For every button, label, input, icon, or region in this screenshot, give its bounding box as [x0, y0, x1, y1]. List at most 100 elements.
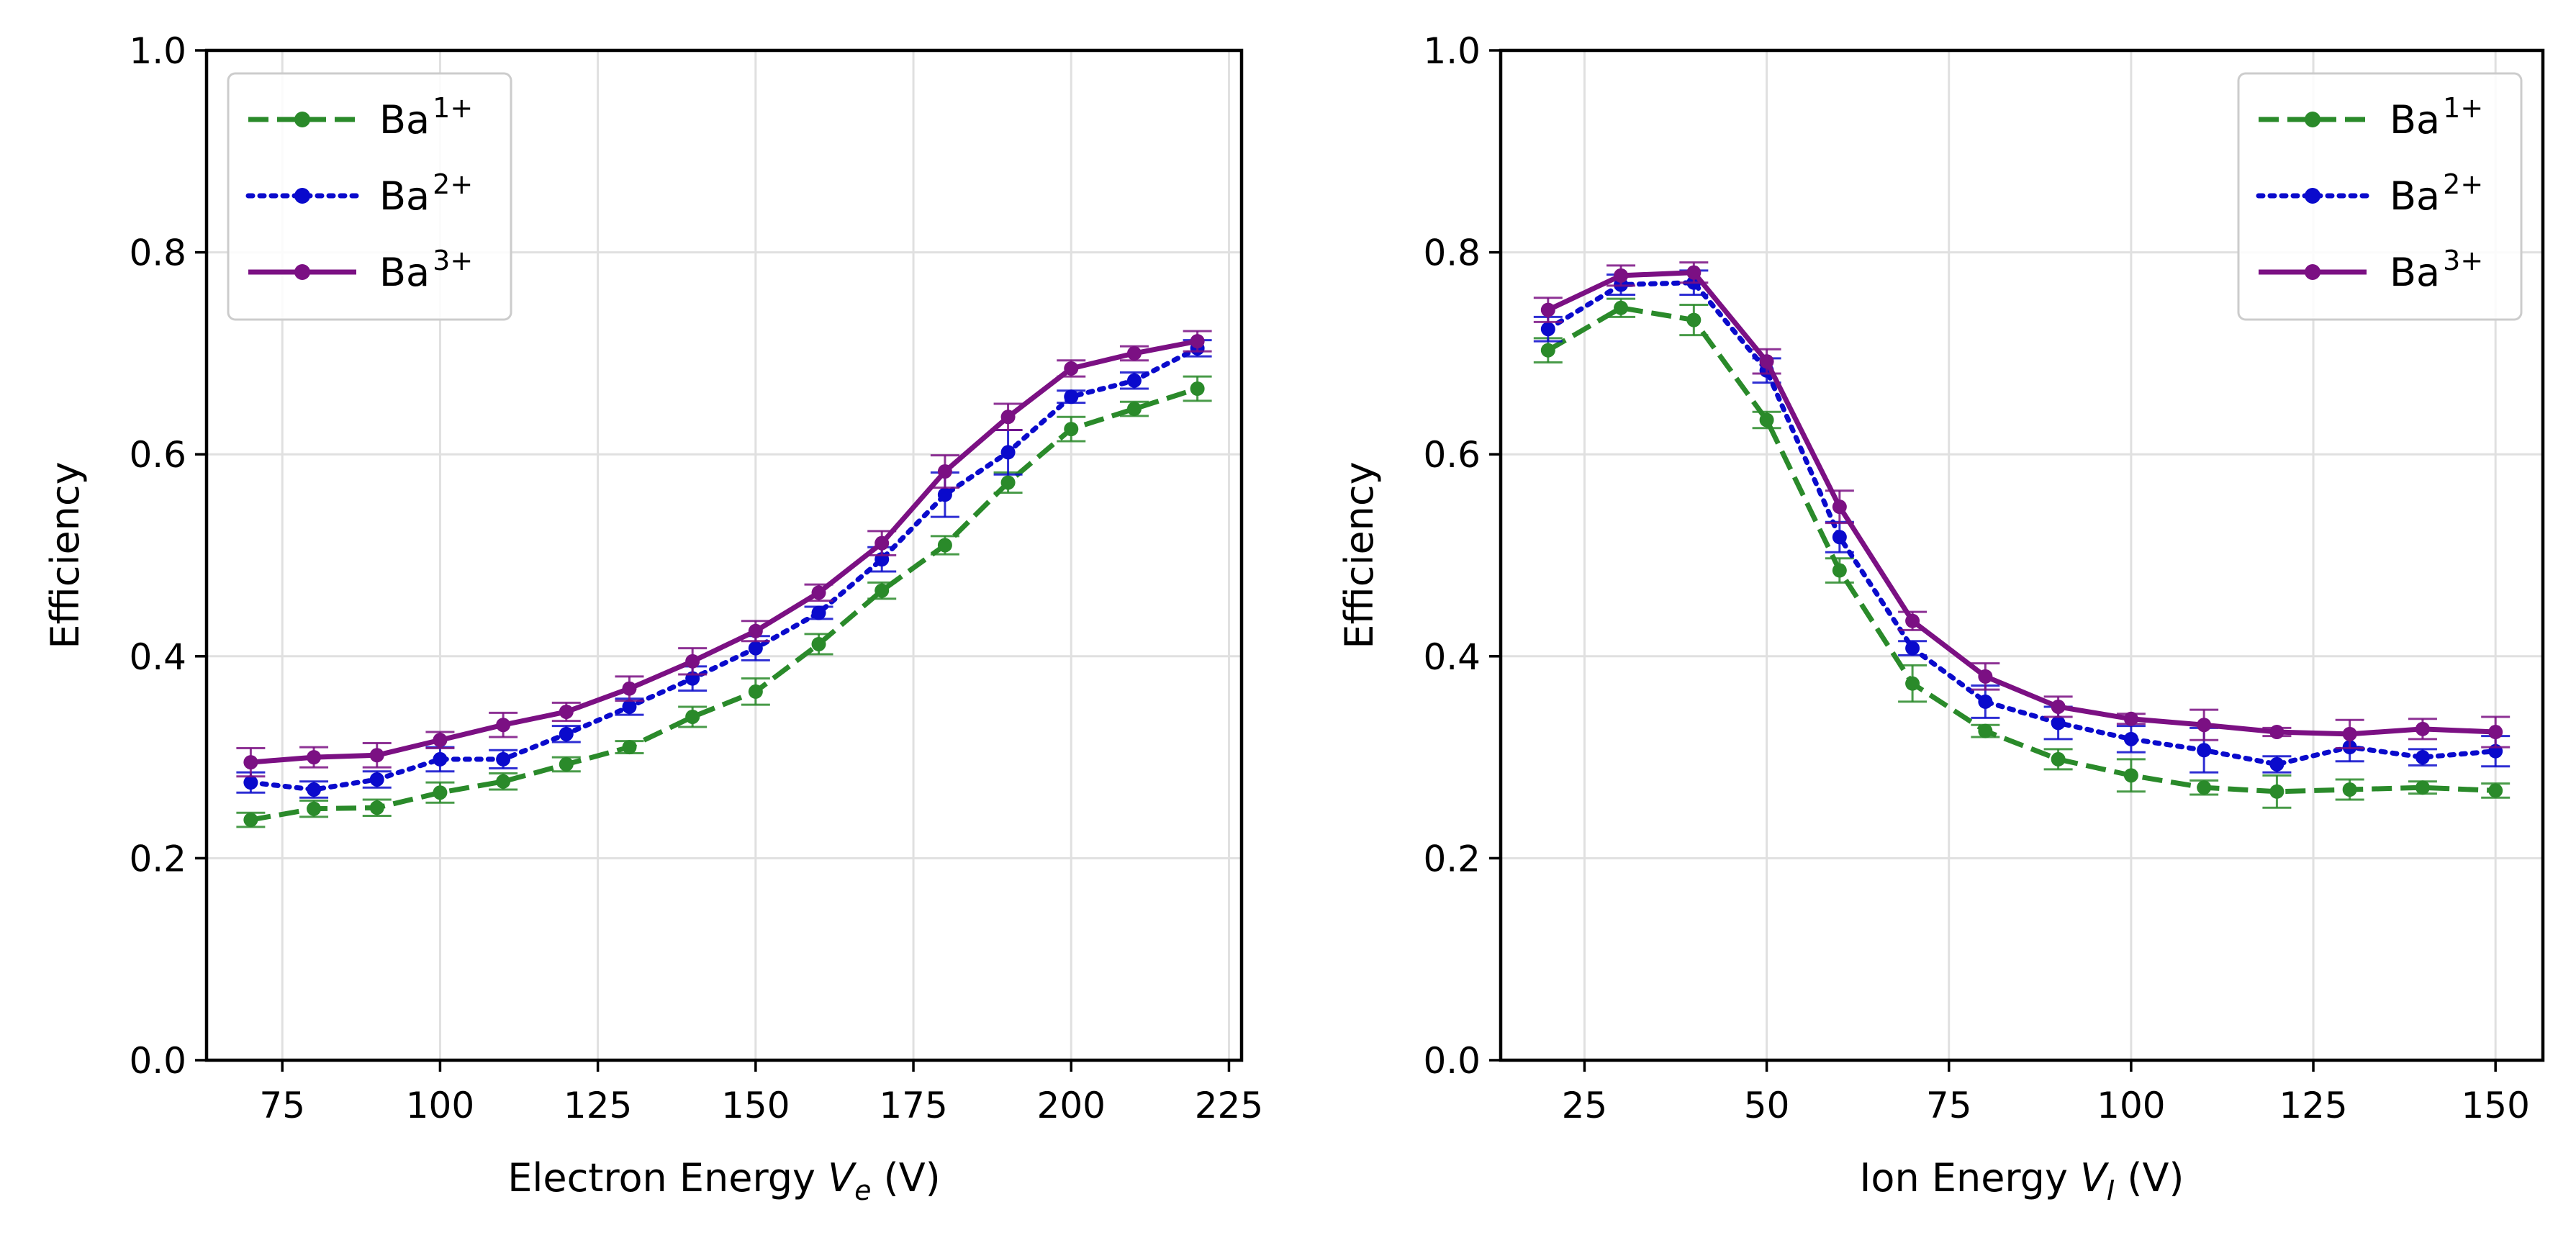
y-tick-label: 0.2 [1423, 838, 1481, 880]
data-point [1126, 402, 1142, 417]
data-point [811, 605, 826, 620]
legend-swatch-marker [2305, 112, 2320, 127]
x-axis-ticks: 75 100 125 150 175 200 225 [259, 1060, 1263, 1126]
data-point [1832, 530, 1847, 545]
chart-panel-2: 25 50 75 100 125 150 0.0 0.2 0.4 0.6 0.8 1.0 Ion Ene… [1337, 30, 2545, 1206]
legend: Ba 1+Ba 2+Ba 3+ [2237, 72, 2523, 321]
x-tick-label: 50 [1744, 1085, 1790, 1126]
x-axis-title-var: V [828, 1155, 857, 1201]
data-point [1000, 410, 1016, 425]
data-point [369, 772, 384, 787]
y-tick-label: 0.6 [1423, 434, 1481, 476]
legend-box [2237, 72, 2523, 321]
plot-frame [1499, 48, 2545, 1062]
data-point [2415, 780, 2430, 795]
series-line [1547, 270, 2496, 737]
legend-label-sup: 3+ [433, 245, 473, 276]
legend-label-sup: 2+ [2443, 168, 2483, 200]
x-axis-title-text: Electron Energy [507, 1155, 828, 1201]
data-point [1000, 445, 1016, 460]
y-axis-ticks: 0.0 0.2 0.4 0.6 0.8 1.0 [129, 30, 207, 1082]
data-point [622, 681, 637, 696]
legend-swatch-marker [2305, 188, 2320, 204]
data-point [1978, 669, 1993, 684]
data-point [622, 699, 637, 714]
data-point [2415, 721, 2430, 736]
legend-label-sup: 3+ [2443, 245, 2483, 276]
data-point [433, 785, 448, 800]
data-point [875, 583, 890, 598]
data-point [622, 740, 637, 755]
y-tick-label: 0.8 [129, 232, 186, 274]
legend-label-base: Ba [379, 173, 430, 219]
data-point [1540, 302, 1555, 317]
legend-label-base: Ba [2390, 173, 2440, 219]
x-axis-title-sub: e [854, 1175, 871, 1206]
legend-label-base: Ba [2390, 250, 2440, 295]
data-point [1686, 312, 1701, 327]
data-point [685, 654, 700, 669]
legend: Ba 1+Ba 2+Ba 3+ [227, 72, 512, 321]
data-point [1190, 334, 1205, 349]
data-point [1978, 723, 1993, 738]
data-point [1064, 361, 1079, 376]
y-tick-label: 0.0 [1423, 1040, 1481, 1082]
x-axis-ticks: 25 50 75 100 125 150 [1562, 1060, 2530, 1126]
legend-label-sup: 1+ [433, 92, 473, 124]
data-point [2269, 784, 2284, 799]
x-tick-label: 100 [2097, 1085, 2165, 1126]
series-line [1545, 280, 2498, 767]
data-point [307, 750, 322, 765]
data-point [937, 487, 952, 502]
data-point [1126, 373, 1142, 388]
series-line [248, 345, 1201, 792]
data-point [2197, 780, 2212, 795]
legend-box [227, 72, 512, 321]
legend-label: Ba 1+ [2390, 92, 2483, 143]
y-axis-ticks: 0.0 0.2 0.4 0.6 0.8 1.0 [1423, 30, 1501, 1082]
y-axis-title: Efficiency [42, 461, 88, 648]
data-point [1064, 389, 1079, 404]
x-tick-label: 75 [259, 1085, 305, 1126]
data-point [2269, 725, 2284, 740]
series-line [250, 386, 1198, 823]
x-axis-title: Electron Energy Ve (V) [507, 1155, 940, 1206]
data-point [1759, 354, 1774, 369]
legend-label: Ba 3+ [2390, 245, 2483, 295]
x-axis-title: Ion Energy VI (V) [1860, 1155, 2184, 1206]
data-point [1540, 343, 1555, 358]
x-tick-label: 100 [406, 1085, 474, 1126]
data-point [433, 733, 448, 748]
data-point [2488, 783, 2503, 798]
y-tick-label: 1.0 [129, 30, 186, 72]
data-point [1540, 322, 1555, 337]
data-point [1978, 694, 1993, 709]
x-tick-label: 150 [2461, 1085, 2529, 1126]
chart-panel-1: 75 100 125 150 175 200 225 0.0 0.2 0.4 0.6 0.8 1.0 El… [42, 30, 1263, 1206]
data-point [2123, 711, 2138, 726]
data-point [748, 684, 763, 699]
data-point [369, 800, 384, 815]
data-point [1190, 381, 1205, 397]
data-point [1614, 268, 1629, 283]
data-point [2123, 731, 2138, 746]
data-point [748, 641, 763, 656]
data-point [243, 755, 258, 770]
legend-swatch-marker [2305, 264, 2320, 280]
legend-label: Ba 3+ [379, 245, 473, 295]
x-tick-label: 125 [2279, 1085, 2347, 1126]
data-point [2197, 743, 2212, 758]
series-line [1547, 305, 2496, 795]
data-point [559, 704, 574, 719]
data-point [1905, 641, 1920, 656]
x-tick-label: 125 [564, 1085, 632, 1126]
data-point [1832, 500, 1847, 515]
x-axis-title-text: Ion Energy [1860, 1155, 2081, 1201]
data-point [307, 782, 322, 797]
data-point [433, 751, 448, 767]
series-2plus [1533, 269, 2511, 774]
series-1plus [1533, 297, 2511, 809]
series-1plus [236, 375, 1212, 828]
data-point [685, 709, 700, 724]
